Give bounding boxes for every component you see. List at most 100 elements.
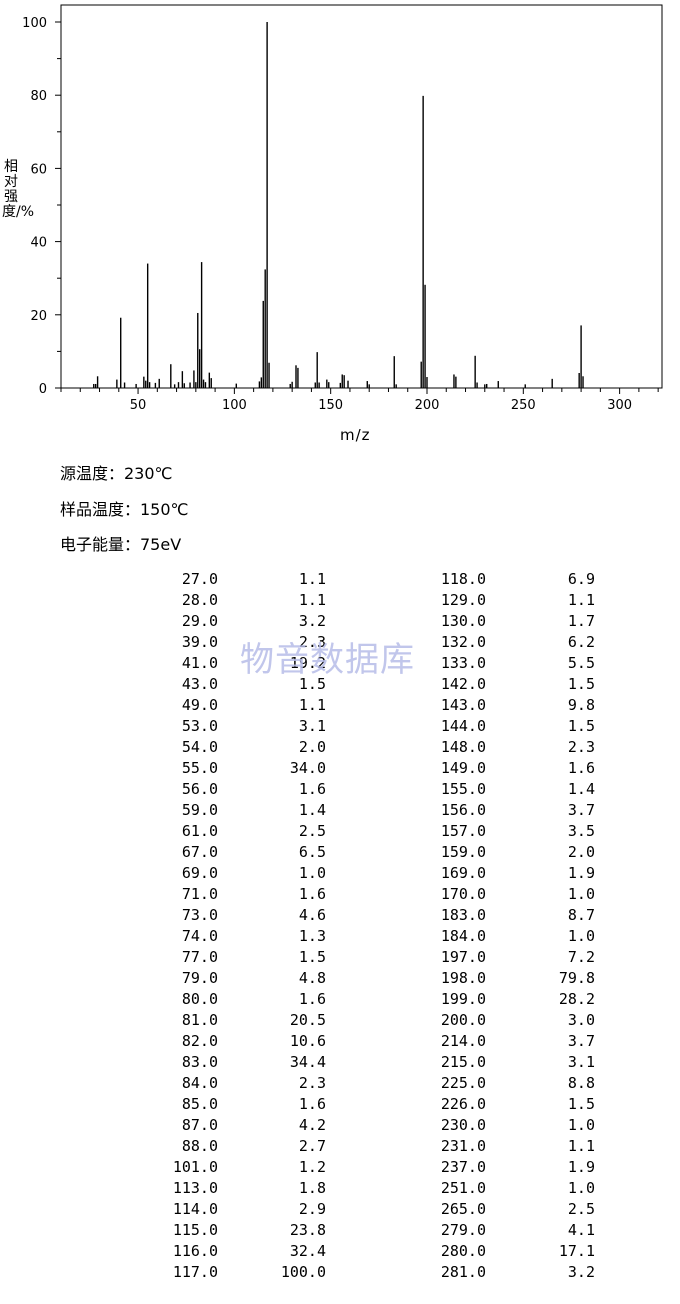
- x-tick-label: 250: [511, 398, 536, 413]
- x-tick-label: 100: [222, 398, 247, 413]
- table-intensity-value: 20.5: [289, 1011, 326, 1029]
- table-mz-value: 69.0: [181, 864, 218, 882]
- y-tick-label: 100: [22, 16, 47, 31]
- table-intensity-value: 28.2: [558, 990, 595, 1008]
- table-mz-value: 231.0: [440, 1137, 486, 1155]
- table-intensity-value: 1.9: [567, 864, 595, 882]
- table-intensity-value: 1.6: [298, 885, 326, 903]
- table-mz-value: 200.0: [440, 1011, 486, 1029]
- table-intensity-value: 1.4: [298, 801, 326, 819]
- table-mz-value: 59.0: [181, 801, 218, 819]
- table-mz-value: 82.0: [181, 1032, 218, 1050]
- table-mz-value: 117.0: [172, 1263, 218, 1281]
- table-mz-value: 132.0: [440, 633, 486, 651]
- table-intensity-value: 1.1: [298, 696, 326, 714]
- table-mz-value: 85.0: [181, 1095, 218, 1113]
- table-intensity-value: 1.1: [567, 1137, 595, 1155]
- table-intensity-value: 2.3: [567, 738, 595, 756]
- table-intensity-value: 3.1: [567, 1053, 595, 1071]
- table-mz-value: 27.0: [181, 570, 218, 588]
- table-intensity-value: 3.2: [298, 612, 326, 630]
- table-mz-value: 225.0: [440, 1074, 486, 1092]
- table-intensity-value: 3.7: [567, 1032, 595, 1050]
- table-mz-value: 73.0: [181, 906, 218, 924]
- table-mz-value: 118.0: [440, 570, 486, 588]
- table-intensity-value: 19.2: [289, 654, 326, 672]
- table-intensity-value: 1.7: [567, 612, 595, 630]
- table-intensity-value: 4.6: [298, 906, 326, 924]
- x-tick-label: 200: [415, 398, 440, 413]
- table-mz-value: 129.0: [440, 591, 486, 609]
- table-intensity-value: 1.0: [567, 1116, 595, 1134]
- table-mz-value: 280.0: [440, 1242, 486, 1260]
- table-intensity-value: 2.3: [298, 1074, 326, 1092]
- table-mz-value: 67.0: [181, 843, 218, 861]
- table-intensity-value: 7.2: [567, 948, 595, 966]
- table-mz-value: 148.0: [440, 738, 486, 756]
- table-intensity-value: 2.5: [298, 822, 326, 840]
- table-intensity-value: 1.5: [298, 948, 326, 966]
- table-intensity-value: 1.2: [298, 1158, 326, 1176]
- table-intensity-value: 3.2: [567, 1263, 595, 1281]
- source-temperature: 源温度：230℃: [60, 464, 173, 483]
- table-intensity-value: 1.6: [298, 1095, 326, 1113]
- table-intensity-value: 1.0: [567, 885, 595, 903]
- table-intensity-value: 9.8: [567, 696, 595, 714]
- table-intensity-value: 17.1: [558, 1242, 595, 1260]
- sample-temperature: 样品温度：150℃: [60, 500, 189, 519]
- table-mz-value: 281.0: [440, 1263, 486, 1281]
- table-intensity-value: 6.5: [298, 843, 326, 861]
- table-intensity-value: 1.6: [298, 780, 326, 798]
- table-mz-value: 156.0: [440, 801, 486, 819]
- table-mz-value: 55.0: [181, 759, 218, 777]
- table-mz-value: 87.0: [181, 1116, 218, 1134]
- table-intensity-value: 2.3: [298, 633, 326, 651]
- table-mz-value: 155.0: [440, 780, 486, 798]
- table-mz-value: 39.0: [181, 633, 218, 651]
- table-mz-value: 114.0: [172, 1200, 218, 1218]
- table-mz-value: 251.0: [440, 1179, 486, 1197]
- table-intensity-value: 100.0: [280, 1263, 326, 1281]
- table-mz-value: 142.0: [440, 675, 486, 693]
- y-tick-label: 0: [39, 382, 47, 397]
- table-intensity-value: 34.4: [289, 1053, 326, 1071]
- table-mz-value: 28.0: [181, 591, 218, 609]
- table-mz-value: 81.0: [181, 1011, 218, 1029]
- y-tick-label: 40: [30, 236, 47, 251]
- table-mz-value: 159.0: [440, 843, 486, 861]
- table-mz-value: 49.0: [181, 696, 218, 714]
- table-mz-value: 61.0: [181, 822, 218, 840]
- plot-frame: [60, 4, 663, 389]
- table-intensity-value: 1.5: [567, 1095, 595, 1113]
- table-intensity-value: 8.7: [567, 906, 595, 924]
- table-mz-value: 115.0: [172, 1221, 218, 1239]
- table-mz-value: 80.0: [181, 990, 218, 1008]
- electron-energy: 电子能量：75eV: [60, 535, 182, 554]
- table-mz-value: 169.0: [440, 864, 486, 882]
- table-mz-value: 83.0: [181, 1053, 218, 1071]
- table-intensity-value: 4.8: [298, 969, 326, 987]
- table-mz-value: 149.0: [440, 759, 486, 777]
- table-intensity-value: 1.3: [298, 927, 326, 945]
- table-mz-value: 143.0: [440, 696, 486, 714]
- table-mz-value: 56.0: [181, 780, 218, 798]
- table-intensity-value: 3.7: [567, 801, 595, 819]
- mass-spectrum-chart: 50 100 150 200 250 300 0 20 40 60 80 100: [22, 4, 663, 413]
- table-intensity-value: 2.9: [298, 1200, 326, 1218]
- table-mz-value: 116.0: [172, 1242, 218, 1260]
- table-intensity-value: 1.5: [567, 675, 595, 693]
- table-intensity-value: 1.6: [567, 759, 595, 777]
- table-mz-value: 215.0: [440, 1053, 486, 1071]
- table-mz-value: 101.0: [172, 1158, 218, 1176]
- table-mz-value: 130.0: [440, 612, 486, 630]
- table-intensity-value: 1.1: [298, 591, 326, 609]
- table-mz-value: 43.0: [181, 675, 218, 693]
- table-intensity-value: 4.1: [567, 1221, 595, 1239]
- table-intensity-value: 2.7: [298, 1137, 326, 1155]
- x-axis-label: m/z: [340, 426, 371, 444]
- table-intensity-value: 1.5: [298, 675, 326, 693]
- table-intensity-value: 4.2: [298, 1116, 326, 1134]
- table-mz-value: 71.0: [181, 885, 218, 903]
- table-mz-value: 197.0: [440, 948, 486, 966]
- watermark: 物音数据库: [240, 640, 415, 680]
